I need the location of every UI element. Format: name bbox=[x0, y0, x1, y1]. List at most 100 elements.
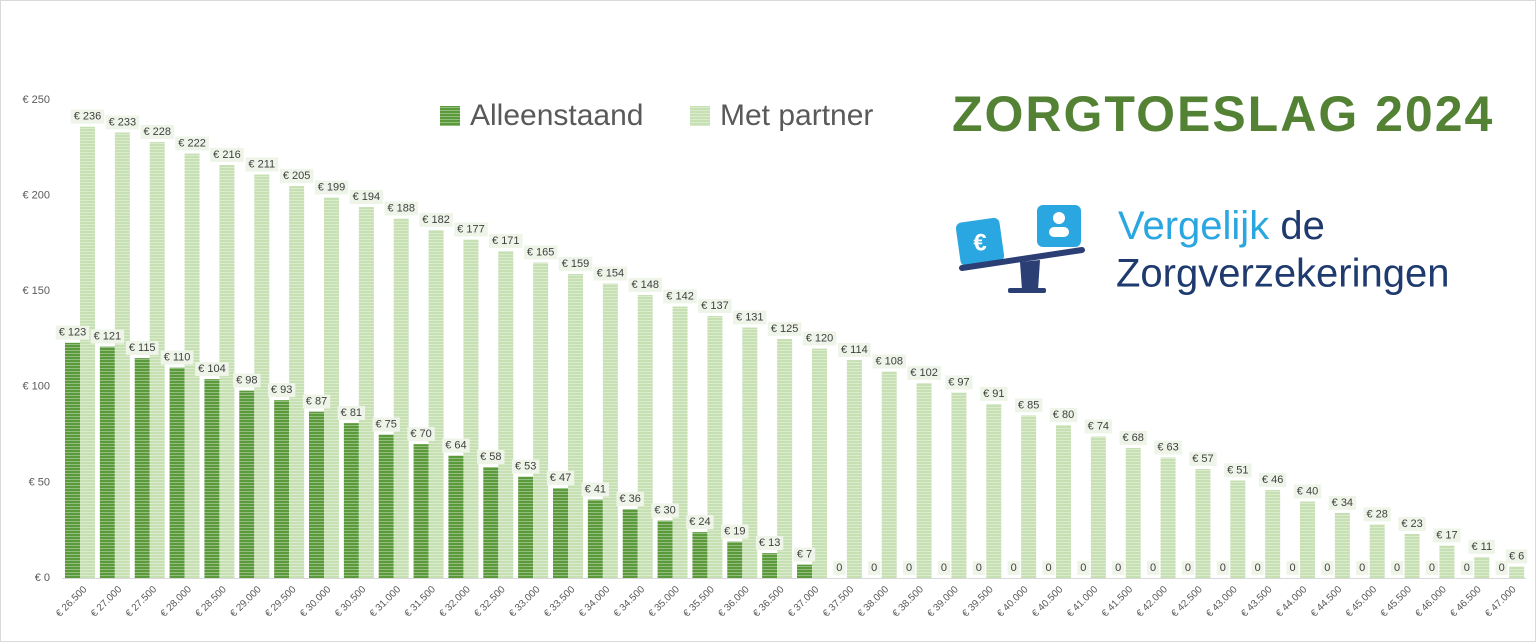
bar bbox=[1195, 469, 1211, 578]
value-label-box bbox=[1391, 560, 1404, 575]
value-label-box bbox=[616, 492, 644, 507]
value-label-box bbox=[755, 536, 784, 551]
bar bbox=[65, 342, 80, 578]
value-label-box bbox=[175, 136, 209, 151]
value-label: € 102 bbox=[910, 367, 938, 379]
value-label: 0 bbox=[906, 562, 912, 574]
value-label: € 7 bbox=[797, 549, 812, 561]
value-label-box bbox=[546, 471, 575, 486]
bar bbox=[343, 423, 359, 578]
value-label: € 131 bbox=[736, 311, 764, 323]
value-label-box bbox=[349, 189, 384, 204]
value-label: € 70 bbox=[410, 428, 431, 440]
bar bbox=[149, 142, 165, 578]
value-label: € 46 bbox=[1262, 474, 1283, 486]
value-label-box bbox=[868, 560, 881, 575]
y-tick-label: € 150 bbox=[22, 285, 50, 297]
value-label: € 125 bbox=[771, 323, 799, 335]
bar bbox=[428, 230, 444, 579]
logo-word: de bbox=[1280, 204, 1325, 248]
logo-text: Vergelijk de bbox=[1118, 204, 1325, 248]
value-label-box bbox=[105, 115, 140, 130]
value-label: € 233 bbox=[109, 116, 137, 128]
bar bbox=[846, 360, 862, 578]
legend-swatch bbox=[440, 106, 460, 126]
value-label: € 85 bbox=[1018, 399, 1039, 411]
y-tick-label: € 250 bbox=[22, 94, 50, 106]
value-label-box bbox=[651, 503, 679, 518]
logo-icon-person bbox=[1049, 227, 1069, 237]
value-label: € 110 bbox=[164, 352, 191, 364]
bar bbox=[951, 392, 967, 578]
value-label: € 98 bbox=[236, 375, 257, 387]
value-label-box bbox=[1014, 398, 1043, 413]
value-label: € 165 bbox=[527, 246, 555, 258]
y-tick-label: € 0 bbox=[35, 572, 50, 584]
bar bbox=[533, 262, 549, 578]
bar bbox=[1439, 545, 1455, 578]
bar bbox=[1160, 457, 1176, 578]
value-label-box bbox=[1495, 560, 1508, 575]
bar bbox=[881, 371, 897, 578]
bar bbox=[742, 327, 758, 578]
bar bbox=[1230, 480, 1246, 578]
bar bbox=[358, 207, 374, 578]
bar bbox=[1300, 501, 1315, 578]
value-label: € 120 bbox=[806, 332, 834, 344]
value-label-box bbox=[1505, 549, 1528, 564]
value-label: 0 bbox=[1499, 562, 1505, 574]
value-label: € 236 bbox=[74, 111, 102, 123]
bar bbox=[324, 197, 339, 578]
value-label: € 17 bbox=[1436, 529, 1457, 541]
value-label: € 93 bbox=[271, 384, 292, 396]
value-label-box bbox=[1468, 539, 1496, 554]
value-label-box bbox=[802, 331, 837, 346]
chart-title: ZORGTOESLAG 2024 bbox=[952, 86, 1494, 142]
value-label: € 114 bbox=[841, 344, 868, 356]
value-label-box bbox=[477, 450, 505, 465]
value-label: € 30 bbox=[654, 505, 675, 517]
value-label-box bbox=[1258, 472, 1287, 487]
value-label-box bbox=[454, 222, 488, 237]
value-label-box bbox=[489, 233, 523, 248]
bar bbox=[1090, 436, 1106, 578]
value-label: € 63 bbox=[1157, 441, 1178, 453]
bar bbox=[692, 532, 708, 578]
value-label-box bbox=[628, 277, 662, 292]
value-label-box bbox=[663, 289, 697, 304]
bar bbox=[1474, 556, 1490, 578]
value-label-box bbox=[837, 342, 871, 357]
value-label: 0 bbox=[836, 562, 842, 574]
bar bbox=[1404, 534, 1420, 578]
bar bbox=[483, 467, 499, 578]
logo-icon-text: € bbox=[973, 229, 986, 256]
value-label-box bbox=[419, 212, 453, 227]
value-label: € 97 bbox=[948, 376, 969, 388]
value-label-box bbox=[937, 560, 950, 575]
value-label-box bbox=[279, 168, 314, 183]
value-label: € 41 bbox=[585, 484, 606, 496]
value-label: € 53 bbox=[515, 461, 536, 473]
value-label: 0 bbox=[1045, 562, 1051, 574]
legend-swatch bbox=[690, 106, 710, 126]
value-label-box bbox=[314, 180, 349, 195]
value-label-box bbox=[1181, 560, 1194, 575]
value-label-box bbox=[160, 350, 194, 365]
value-label: 0 bbox=[1080, 562, 1086, 574]
bar bbox=[1056, 425, 1071, 578]
value-label-box bbox=[1224, 463, 1252, 478]
legend-label: Alleenstaand bbox=[470, 99, 643, 132]
bar bbox=[568, 273, 583, 578]
value-label: € 222 bbox=[178, 137, 206, 149]
value-label: € 159 bbox=[562, 258, 590, 270]
value-label-box bbox=[70, 109, 105, 124]
value-label-box bbox=[980, 386, 1008, 401]
value-label: € 87 bbox=[306, 396, 327, 408]
bar bbox=[239, 390, 255, 578]
value-label-box bbox=[1321, 560, 1334, 575]
value-label: € 104 bbox=[198, 363, 226, 375]
value-label: € 188 bbox=[387, 202, 415, 214]
value-label: € 177 bbox=[457, 223, 485, 235]
bar bbox=[1125, 447, 1141, 578]
